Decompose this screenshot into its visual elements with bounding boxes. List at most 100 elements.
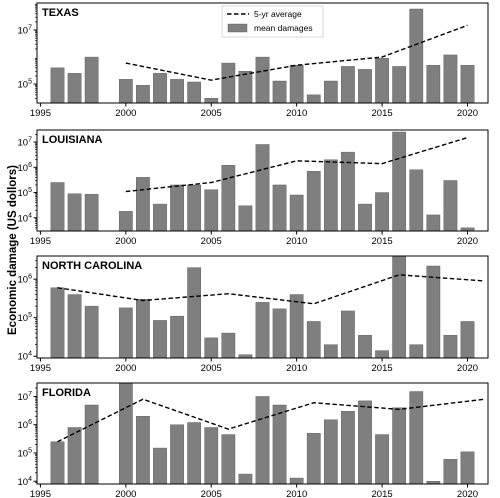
bar [136, 85, 150, 104]
bar [358, 69, 372, 104]
x-tick-label: 2000 [115, 108, 136, 119]
bar [255, 144, 270, 232]
panel-title: NORTH CAROLINA [42, 260, 142, 272]
legend-bar-label: mean damages [254, 23, 313, 33]
x-tick-label: 2010 [286, 363, 307, 374]
bar [170, 79, 184, 104]
y-tick-label: 105 [18, 187, 33, 199]
bar [153, 73, 167, 104]
bar [153, 320, 167, 359]
bar [289, 294, 304, 359]
y-tick-label: 104 [18, 476, 33, 488]
x-tick-label: 1995 [30, 236, 51, 247]
bar [460, 321, 475, 359]
y-tick-label: 105 [18, 79, 33, 91]
x-tick-label: 2005 [201, 489, 222, 498]
bar [358, 335, 372, 359]
bar [392, 407, 407, 485]
y-tick-label: 105 [18, 448, 33, 460]
x-tick-label: 2010 [286, 489, 307, 498]
bar [443, 459, 458, 485]
y-tick-label: 107 [18, 137, 33, 149]
bar [221, 165, 236, 232]
bar [204, 337, 219, 359]
bar [375, 192, 389, 232]
x-tick-label: 2005 [201, 363, 222, 374]
bar [187, 267, 202, 359]
bar [289, 194, 304, 232]
bar [221, 62, 236, 104]
y-tick-label: 105 [18, 312, 33, 324]
bar [392, 131, 407, 232]
bar [255, 302, 270, 359]
legend-bar-swatch [227, 23, 248, 33]
average-line [57, 398, 485, 443]
bar [170, 424, 184, 485]
bar [204, 189, 219, 232]
bar [84, 305, 99, 359]
bar [289, 65, 304, 104]
bar [306, 94, 321, 104]
x-tick-label: 2015 [372, 489, 393, 498]
bar [67, 193, 82, 232]
bar [375, 58, 389, 104]
panel-louisiana: 1995 2000 2005 2010 2015 2020 104 105 106 107 LOUI… [18, 129, 489, 247]
bar [50, 441, 65, 485]
y-tick-label: 106 [18, 162, 33, 174]
y-tick-label: 107 [18, 25, 33, 37]
bar [306, 171, 321, 232]
x-tick-label: 2000 [115, 236, 136, 247]
legend: 5-yr average mean damages [221, 5, 324, 38]
bar [272, 404, 287, 485]
bar [67, 294, 82, 359]
bar [84, 194, 99, 232]
bar [409, 8, 424, 104]
panel-texas: 1995 2000 2005 2010 2015 2020 105 107 TEXAS 5-yr … [18, 2, 489, 119]
bar [136, 416, 150, 485]
y-tick-label: 106 [18, 274, 33, 286]
x-tick-label: 2015 [372, 108, 393, 119]
bar [443, 180, 458, 232]
y-tick-label: 104 [18, 212, 33, 224]
bar [118, 211, 133, 232]
bar [358, 203, 372, 232]
x-tick-label: 2020 [457, 363, 478, 374]
x-tick-label: 1995 [30, 363, 51, 374]
bar [443, 335, 458, 359]
bar [50, 182, 65, 232]
bar [358, 400, 372, 485]
legend-avg-label: 5-yr average [254, 9, 302, 19]
bar [272, 308, 287, 359]
panel-north-carolina: 1995 2000 2005 2010 2015 2020 104 105 106 NORTH C… [18, 255, 489, 374]
panel-title: FLORIDA [42, 387, 91, 399]
x-tick-label: 2015 [372, 363, 393, 374]
bar [443, 54, 458, 104]
y-tick-label: 104 [18, 351, 33, 363]
x-tick-label: 2020 [457, 108, 478, 119]
y-tick-label: 106 [18, 419, 33, 431]
bar [118, 382, 133, 485]
bar [272, 80, 287, 104]
x-tick-label: 2010 [286, 236, 307, 247]
bar [460, 65, 475, 104]
bar [238, 70, 253, 104]
panel-frame [36, 2, 489, 104]
x-tick-label: 1995 [30, 108, 51, 119]
x-tick-label: 2020 [457, 489, 478, 498]
bar [187, 81, 202, 104]
bar [323, 80, 338, 104]
bar [50, 67, 65, 104]
bar [187, 422, 202, 485]
bar [306, 321, 321, 359]
bar [153, 447, 167, 485]
bar [323, 159, 338, 232]
bar [67, 427, 82, 485]
panel-florida: 1995 2000 2005 2010 2015 2020 104 105 106 107 FLOR… [18, 382, 489, 498]
bar [118, 307, 133, 359]
bar [272, 184, 287, 232]
bar [323, 419, 338, 485]
bar [136, 177, 150, 232]
bar [50, 287, 65, 359]
bar [426, 214, 441, 232]
